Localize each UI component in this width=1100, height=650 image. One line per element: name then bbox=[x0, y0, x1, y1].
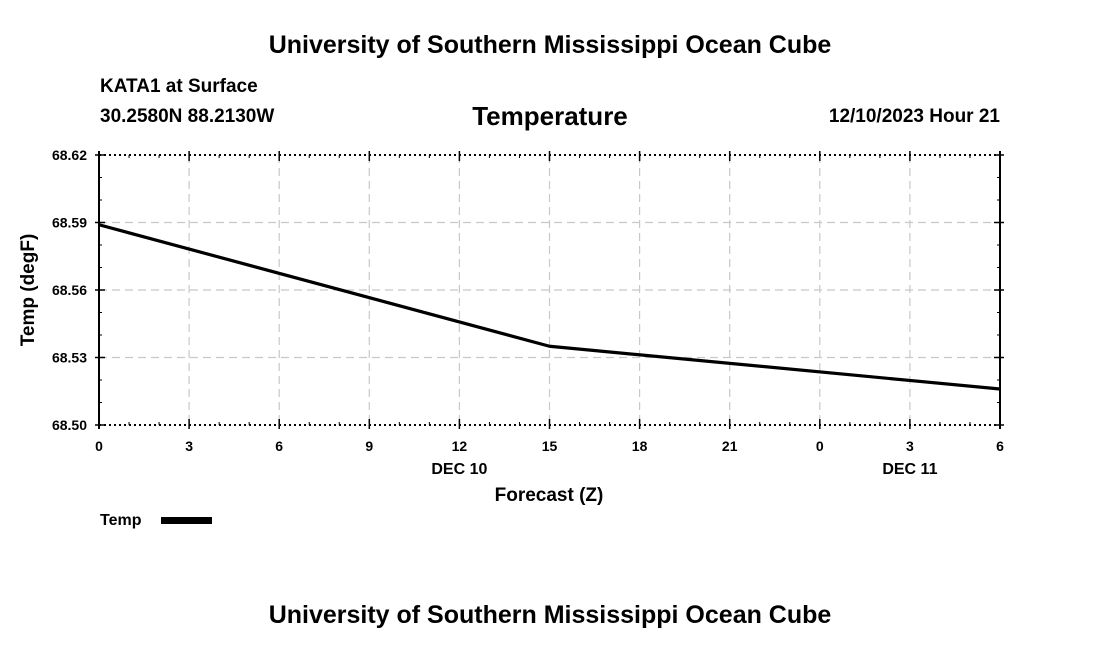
x-axis-label: Forecast (Z) bbox=[495, 485, 604, 506]
page-title-top: University of Southern Mississippi Ocean… bbox=[268, 31, 832, 59]
x-date-label: DEC 10 bbox=[431, 461, 487, 478]
y-tick-label: 68.56 bbox=[52, 282, 87, 298]
x-tick-label: 21 bbox=[722, 438, 738, 454]
station-coordinates: 30.2580N 88.2130W bbox=[100, 106, 275, 127]
y-tick-label: 68.59 bbox=[52, 215, 87, 231]
x-tick-label: 3 bbox=[906, 438, 914, 454]
series-layer bbox=[98, 223, 1001, 391]
y-axis-label: Temp (degF) bbox=[18, 234, 39, 347]
x-tick-label: 9 bbox=[365, 438, 373, 454]
series-line-temp bbox=[98, 223, 1001, 391]
x-tick-label: 6 bbox=[996, 438, 1004, 454]
y-tick-label: 68.50 bbox=[52, 417, 87, 433]
x-tick-label: 3 bbox=[185, 438, 193, 454]
x-date-label: DEC 11 bbox=[882, 461, 937, 478]
label-layer: 0 3 6 9 12 15 18 21 0 3 6 68.50 68.53 68.56 68.59 68.62… bbox=[52, 147, 1004, 478]
x-tick-label: 15 bbox=[542, 438, 558, 454]
x-tick-label: 6 bbox=[275, 438, 283, 454]
tick-layer bbox=[95, 151, 1004, 429]
y-tick-label: 68.53 bbox=[52, 350, 87, 366]
legend-label: Temp bbox=[100, 512, 142, 529]
station-label: KATA1 at Surface bbox=[100, 76, 258, 97]
x-tick-label: 12 bbox=[452, 438, 468, 454]
forecast-datetime: 12/10/2023 Hour 21 bbox=[828, 106, 1000, 127]
y-tick-label: 68.62 bbox=[52, 147, 87, 163]
x-tick-label: 0 bbox=[816, 438, 824, 454]
page-title-bottom: University of Southern Mississippi Ocean… bbox=[268, 601, 832, 629]
grid-layer bbox=[98, 151, 1001, 429]
x-tick-label: 0 bbox=[95, 438, 103, 454]
x-tick-label: 18 bbox=[632, 438, 648, 454]
chart-title: Temperature bbox=[472, 101, 628, 131]
